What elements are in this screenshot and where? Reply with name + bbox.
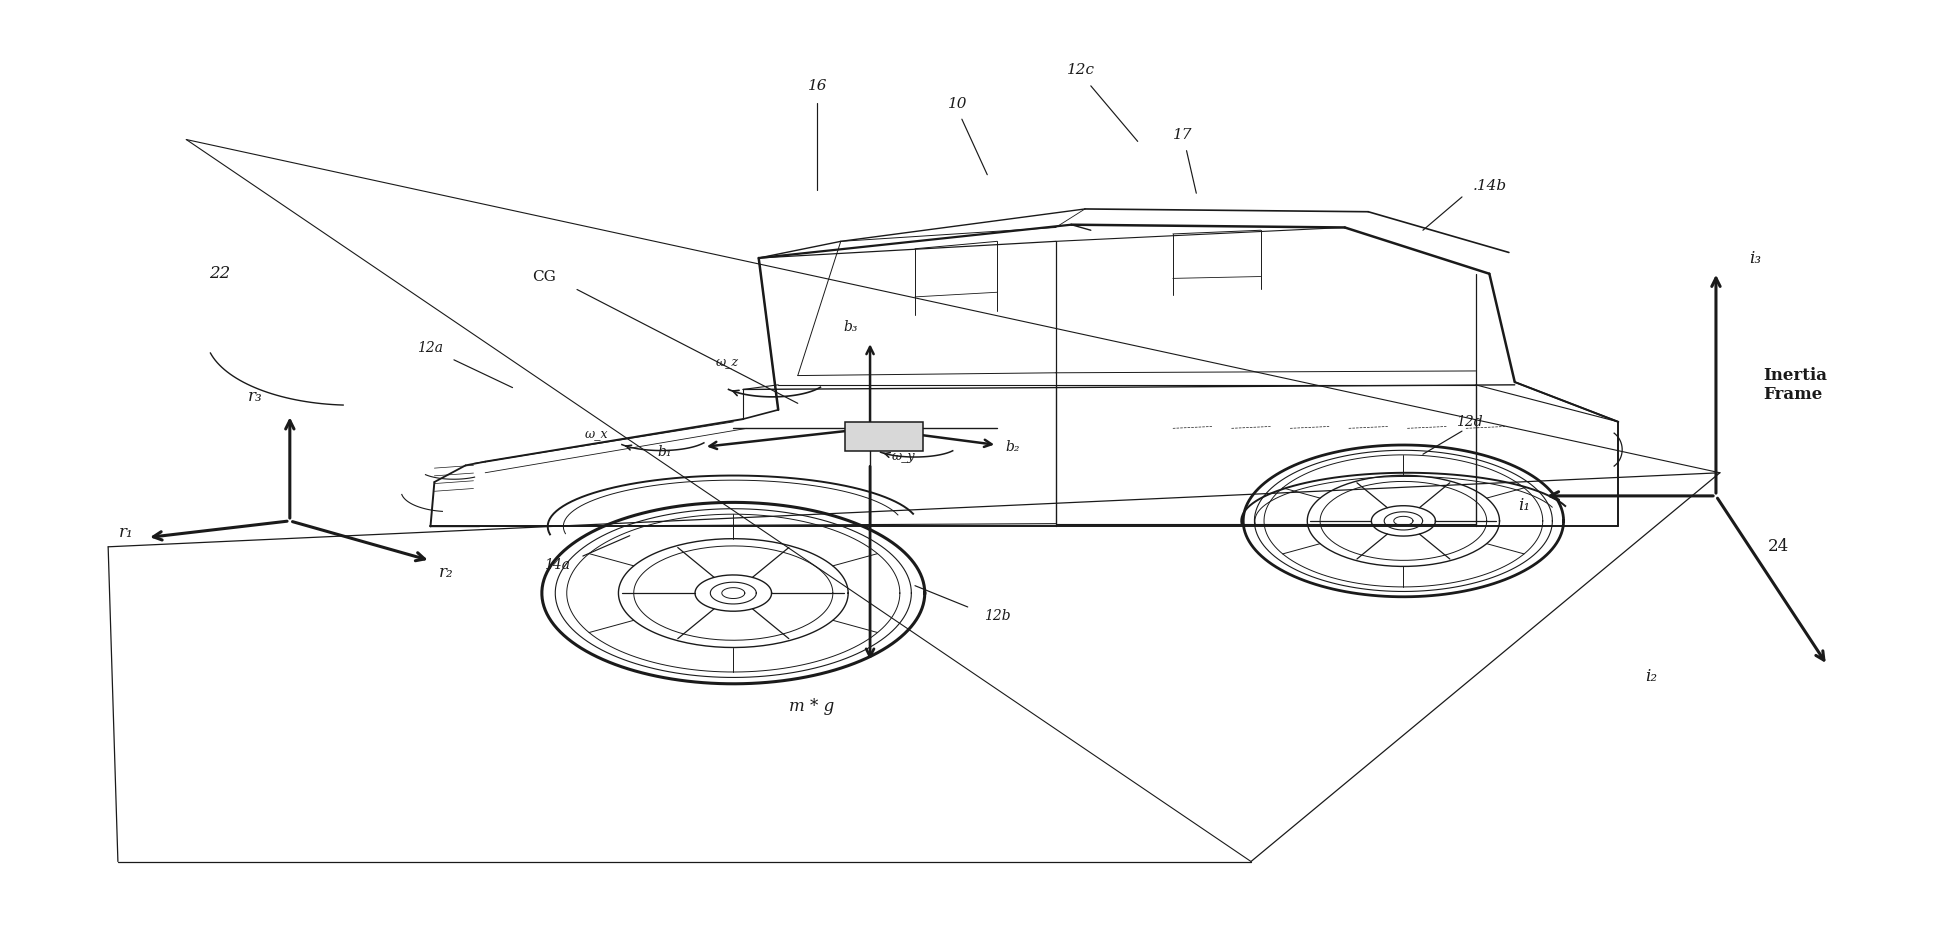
- Text: Inertia
Frame: Inertia Frame: [1763, 366, 1826, 403]
- Text: m * g: m * g: [788, 697, 835, 715]
- Text: r₃: r₃: [248, 388, 262, 405]
- Text: 12c: 12c: [1067, 63, 1095, 77]
- Text: 14a: 14a: [545, 558, 571, 572]
- Text: 12a: 12a: [418, 341, 444, 355]
- Text: ω_z: ω_z: [716, 355, 739, 368]
- Text: i₂: i₂: [1646, 667, 1658, 685]
- Text: i₃: i₃: [1750, 249, 1761, 267]
- Text: 12b: 12b: [983, 609, 1011, 623]
- Text: b₁: b₁: [657, 445, 673, 460]
- Text: ω_x: ω_x: [585, 427, 608, 440]
- Text: .14b: .14b: [1472, 179, 1507, 193]
- Text: ω_y: ω_y: [891, 450, 915, 463]
- Text: 17: 17: [1173, 128, 1193, 142]
- Text: 10: 10: [948, 97, 968, 111]
- Bar: [845, 422, 923, 451]
- Text: 12d: 12d: [1456, 415, 1484, 429]
- Text: i₁: i₁: [1519, 497, 1531, 514]
- Text: 16: 16: [807, 79, 827, 93]
- Text: 22: 22: [209, 265, 231, 282]
- Text: 24: 24: [1767, 539, 1789, 555]
- Text: r₂: r₂: [438, 565, 454, 581]
- Text: b₂: b₂: [1005, 439, 1021, 454]
- Text: r₁: r₁: [119, 525, 133, 541]
- Text: b₃: b₃: [843, 320, 858, 334]
- Text: CG: CG: [532, 270, 555, 284]
